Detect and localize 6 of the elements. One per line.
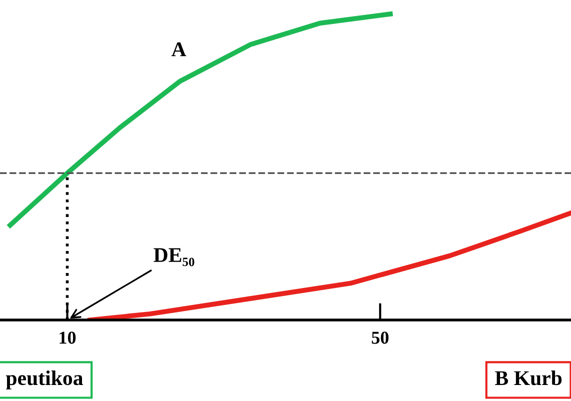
text: peutikoa <box>6 370 83 390</box>
annotation: A <box>172 42 186 56</box>
x-tick-label: 50 <box>372 332 388 344</box>
text: B Kurb <box>495 370 562 386</box>
annotation: DE₅₀ <box>154 248 194 266</box>
x-tick-label: 10 <box>60 332 76 344</box>
